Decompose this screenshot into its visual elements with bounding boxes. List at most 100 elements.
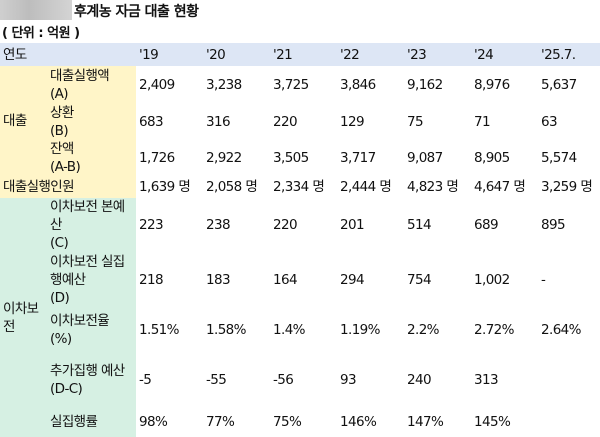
loan-table: 연도 '19'20'21'22'23'24'25.7. 대출 대출실행액 (A) 2,40… — [0, 43, 600, 437]
table-cell: 77% — [206, 414, 235, 430]
table-cell: 4,823 명 — [407, 179, 459, 195]
row-label: 대출실행액 (A) — [50, 66, 137, 104]
table-cell: 3,725 — [273, 77, 309, 93]
table-row: 이차보전율 (%) 1.51% 1.58% 1.4% 1.19% 2.2% 2.72% 2.64… — [0, 307, 600, 352]
row-label-code: (A) — [50, 86, 69, 102]
table-cell — [538, 407, 600, 437]
table-cell: 3,717 — [340, 150, 376, 166]
row-label: 상환 (B) — [50, 104, 137, 140]
table-cell: 1,639 명 — [139, 179, 191, 195]
table-row: 상환 (B) 683 316 220 129 75 71 63 — [0, 104, 600, 140]
row-label-text: 이차보전율 — [50, 312, 110, 329]
row-label: 잔액 (A-B) — [50, 140, 137, 176]
table-row: 이차보전 실집행예산 (D) 218 183 164 294 754 1,002 - — [0, 252, 600, 307]
table-cell: 9,162 — [407, 77, 443, 93]
table-cell: 2,444 명 — [340, 179, 392, 195]
table-cell: 4,647 명 — [474, 179, 526, 195]
table-cell: 220 — [273, 114, 298, 130]
table-cell: 75 — [407, 114, 424, 130]
table-cell: -5 — [139, 371, 152, 388]
table-cell: 1.51% — [139, 321, 179, 338]
year-header: '22 — [337, 43, 405, 66]
table-cell: 2.64% — [541, 321, 581, 338]
table-cell: 223 — [139, 217, 164, 233]
table-cell: 146% — [340, 414, 377, 430]
table-cell: 1,002 — [474, 271, 510, 288]
year-header: '20 — [203, 43, 271, 66]
row-label-code: (D-C) — [50, 380, 83, 397]
table-cell: 2,058 명 — [206, 179, 258, 195]
table-cell: 201 — [340, 217, 365, 233]
table-cell: 2,409 — [139, 77, 175, 93]
page-title: 후계농 자금 대출 현황 — [74, 4, 199, 20]
year-header: '23 — [404, 43, 472, 66]
row-label-code: (A-B) — [50, 159, 81, 175]
row-label-text: 상환 — [50, 105, 74, 121]
row-label-text: 실집행률 — [50, 414, 98, 430]
table-cell: -56 — [273, 371, 294, 388]
table-cell: 8,905 — [474, 150, 510, 166]
table-cell: 3,259 명 — [541, 179, 593, 195]
row-label-text: 이차보전 본예산 — [50, 199, 125, 233]
row-label: 추가집행 예산 (D-C) — [50, 352, 137, 407]
row-label: 이차보전 본예산 (C) — [50, 198, 137, 252]
table-cell: -55 — [206, 371, 227, 388]
header-label: 연도 — [0, 43, 137, 66]
row-label-text: 추가집행 예산 — [50, 362, 125, 379]
row-label: 이차보전율 (%) — [50, 307, 137, 352]
group-label-interest: 이차보전 — [0, 198, 50, 437]
row-label-code: (%) — [50, 330, 72, 347]
table-cell: 2.72% — [474, 321, 514, 338]
table-cell: 5,574 — [541, 150, 577, 166]
unit-label: ( 단위 : 억원 ) — [2, 26, 80, 41]
row-label: 이차보전 실집행예산 (D) — [50, 252, 137, 307]
table-row: 대출 대출실행액 (A) 2,409 3,238 3,725 3,846 9,162 8,976… — [0, 66, 600, 176]
year-header: '25.7. — [538, 43, 600, 66]
table-cell: 147% — [407, 414, 444, 430]
year-header: '21 — [270, 43, 338, 66]
table-cell: 2,922 — [206, 150, 242, 166]
table-row: 실집행률 98% 77% 75% 146% 147% 145% — [0, 407, 600, 437]
table-cell: 689 — [474, 217, 499, 233]
header-row: 연도 '19'20'21'22'23'24'25.7. — [0, 43, 600, 66]
table-cell — [538, 352, 600, 407]
table-cell: 164 — [273, 271, 298, 288]
table-cell: 3,238 — [206, 77, 242, 93]
table-cell: 895 — [541, 217, 566, 233]
table-row: 대출실행인원 1,639 명 2,058 명 2,334 명 2,444 명 4,823 … — [0, 176, 600, 198]
people-row-label: 대출실행인원 — [0, 176, 137, 198]
table-row: 잔액 (A-B) 1,726 2,922 3,505 3,717 9,087 8,905 5,5… — [0, 140, 600, 176]
table-cell: 3,846 — [340, 77, 376, 93]
table-cell: 3,505 — [273, 150, 309, 166]
table-cell: 71 — [474, 114, 491, 130]
group-label-loan: 대출 — [0, 66, 50, 176]
table-cell: 1.19% — [340, 321, 380, 338]
table-cell: 316 — [206, 114, 231, 130]
table-cell: 2,334 명 — [273, 179, 325, 195]
table-cell: 129 — [340, 114, 365, 130]
year-header: '19 — [136, 43, 204, 66]
table-row: 이차보전 이차보전 본예산 (C) 223 238 220 201 514 689 895 — [0, 198, 600, 437]
table-cell: 9,087 — [407, 150, 443, 166]
table-cell: - — [541, 271, 546, 288]
table-cell: 683 — [139, 114, 164, 130]
row-label-code: (C) — [50, 235, 69, 251]
row-label-text: 이차보전 실집행예산 — [50, 253, 125, 288]
table-cell: 238 — [206, 217, 231, 233]
table-cell: 183 — [206, 271, 231, 288]
table-cell: 514 — [407, 217, 432, 233]
table-cell: 240 — [407, 371, 432, 388]
row-label: 실집행률 — [50, 407, 137, 437]
table-cell: 294 — [340, 271, 365, 288]
table-cell: 1.58% — [206, 321, 246, 338]
table-cell: 218 — [139, 271, 164, 288]
table-row: 추가집행 예산 (D-C) -5 -55 -56 93 240 313 — [0, 352, 600, 407]
table-cell: 63 — [541, 114, 558, 130]
table-cell: 754 — [407, 271, 432, 288]
table-cell: 145% — [474, 414, 511, 430]
year-header: '24 — [471, 43, 539, 66]
table-cell: 93 — [340, 371, 357, 388]
table-cell: 5,637 — [541, 77, 577, 93]
blurred-logo — [0, 0, 72, 20]
table-cell: 1.4% — [273, 321, 306, 338]
